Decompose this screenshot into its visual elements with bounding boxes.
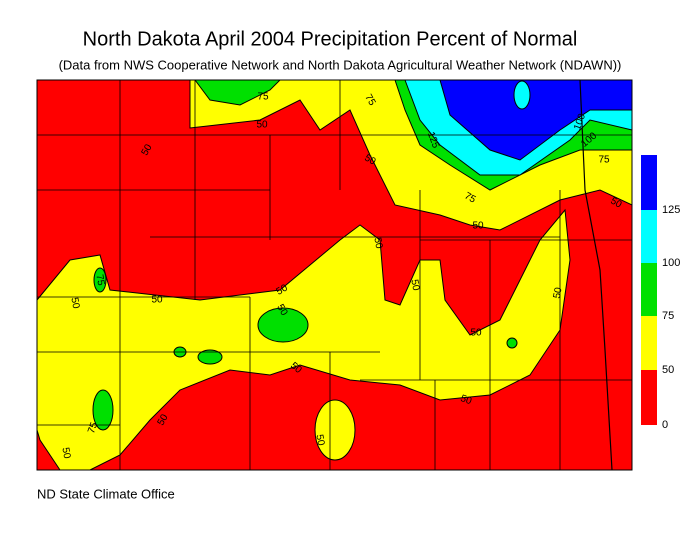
contour-label: 75 [462,191,478,206]
county-lines [37,79,632,471]
contour-label: 50 [470,328,482,339]
legend-swatch [641,210,657,263]
legend-swatch [641,263,657,316]
contour-label: 50 [140,142,155,158]
contour-label: 50 [608,196,624,211]
contour-label: 75 [93,274,106,287]
contour-label: 75 [598,155,610,166]
credit: ND State Climate Office [37,486,175,501]
contour-label: 50 [59,447,72,460]
contour-label: 50 [362,153,378,168]
title: North Dakota April 2004 Precipitation Pe… [83,28,578,50]
legend-label: 100 [662,257,680,269]
region-yellow [36,208,571,471]
contour-label: 50 [313,434,326,447]
contour-label: 50 [151,295,163,306]
legend-swatch [641,155,657,210]
contour-label: 50 [552,286,565,299]
region-yellow [314,399,356,461]
contour-label: 50 [274,303,289,319]
legend-label: 125 [662,204,680,216]
legend: 125 100 75 50 0 [641,155,680,431]
region-green [92,389,114,431]
region-green [197,349,223,365]
subtitle: (Data from NWS Cooperative Network and N… [59,57,622,72]
legend-swatch [641,370,657,425]
region-green [257,307,309,343]
contour-label: 50 [68,297,81,310]
contour-label: 75 [362,93,377,109]
legend-swatch [641,316,657,370]
legend-label: 50 [662,364,674,376]
contour-label: 50 [472,221,484,232]
contour-label: 50 [408,279,421,292]
contour-label: 50 [256,120,268,131]
region-cyan [513,80,531,110]
contour-label: 50 [156,412,171,428]
contour-label: 50 [459,393,474,407]
region-green [506,337,518,349]
legend-label: 75 [662,310,674,322]
region-green [93,267,107,293]
contour-label: 50 [275,282,291,297]
contour-label: 75 [257,92,269,103]
contour-label: 50 [371,237,384,250]
contour-label: 75 [86,421,100,436]
map-border [36,79,633,471]
legend-label: 0 [662,419,668,431]
